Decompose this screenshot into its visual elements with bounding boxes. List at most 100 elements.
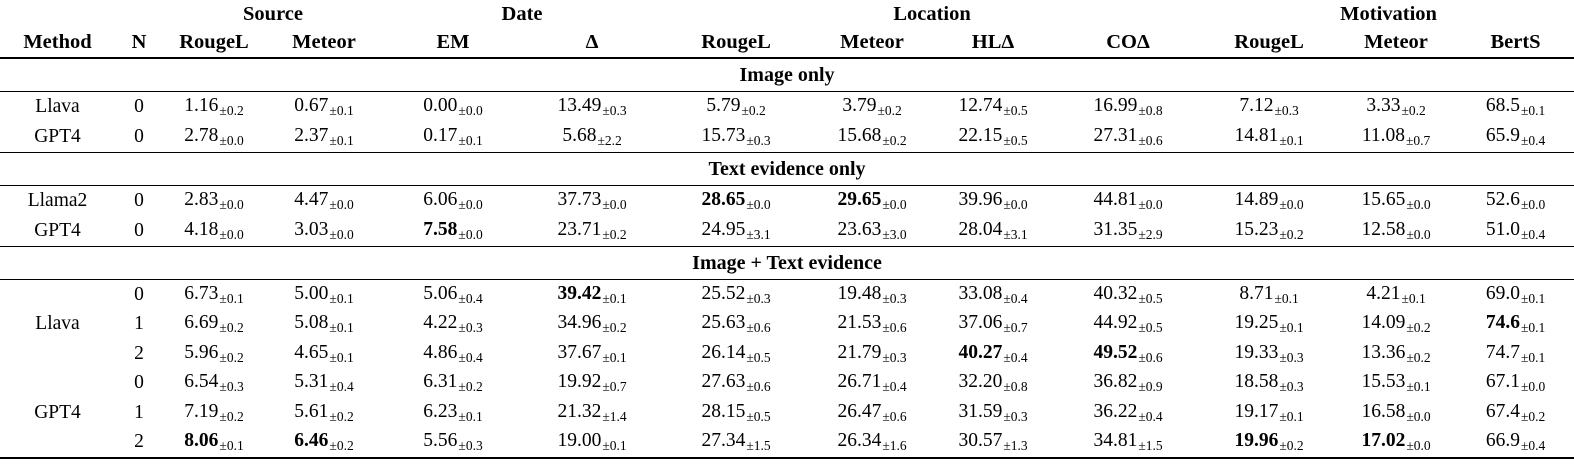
- metric-value: 3.03: [294, 218, 329, 240]
- metric-value: 69.0: [1485, 282, 1520, 304]
- metric-stddev: ±0.4: [1003, 290, 1028, 306]
- metric-cell: 3.79±0.2: [811, 92, 933, 123]
- metric-stddev: ±0.3: [746, 132, 771, 148]
- metric-stddev: ±0.0: [1406, 196, 1431, 212]
- metric-value: 22.15: [958, 124, 1003, 146]
- metric-cell: 15.23±0.2: [1203, 216, 1335, 247]
- metric-stddev: ±3.1: [1003, 226, 1028, 242]
- metric-value: 26.34: [837, 430, 882, 452]
- metric-stddev: ±0.4: [1138, 408, 1163, 424]
- metric-stddev: ±0.4: [1520, 226, 1546, 242]
- metric-cell: 31.59±0.3: [933, 398, 1053, 428]
- metric-value: 6.46: [294, 430, 329, 452]
- metric-stddev: ±0.7: [602, 379, 627, 395]
- metric-stddev: ±0.1: [329, 290, 354, 306]
- section-title-row: Image + Text evidence: [0, 246, 1574, 280]
- metric-value: 27.63: [701, 371, 746, 393]
- metric-cell: 5.79±0.2: [661, 92, 811, 123]
- data-row: Llava 0 6.73±0.1 5.00±0.1 5.06±0.4 39.42±0.1 2…: [0, 280, 1574, 334]
- metric-value: 7.12: [1239, 94, 1274, 116]
- metric-value: 49.52: [1093, 341, 1138, 363]
- metric-value: 74.6: [1485, 312, 1520, 334]
- metric-value: 67.4: [1485, 400, 1520, 422]
- metric-value: 66.9: [1485, 430, 1520, 452]
- column-header-motivation-berts: BertS: [1457, 28, 1574, 59]
- metric-stddev: ±0.2: [219, 102, 244, 118]
- metric-value: 27.31: [1093, 124, 1138, 146]
- metric-stddev: ±0.1: [1279, 408, 1304, 424]
- metric-value: 19.25: [1234, 312, 1279, 334]
- metric-cell: 44.92±0.5: [1053, 310, 1203, 340]
- group-header-location: Location: [893, 3, 971, 26]
- metric-cell: 5.00±0.1: [265, 280, 383, 310]
- metric-stddev: ±0.2: [1406, 349, 1431, 365]
- metric-stddev: ±0.0: [458, 102, 483, 118]
- metric-stddev: ±0.1: [602, 290, 627, 306]
- metric-stddev: ±0.6: [746, 379, 771, 395]
- metric-stddev: ±0.4: [329, 379, 354, 395]
- metric-stddev: ±0.2: [602, 320, 627, 336]
- metric-stddev: ±0.4: [458, 290, 483, 306]
- metric-cell: 15.73±0.3: [661, 122, 811, 153]
- metric-stddev: ±0.0: [1520, 196, 1546, 212]
- metric-cell: 5.08±0.1: [265, 310, 383, 340]
- metric-stddev: ±0.2: [219, 408, 244, 424]
- metric-value: 5.00: [294, 282, 329, 304]
- metric-value: 19.96: [1234, 430, 1279, 452]
- metric-stddev: ±0.5: [1003, 102, 1028, 118]
- metric-value: 16.58: [1361, 400, 1406, 422]
- metric-stddev: ±0.1: [219, 290, 244, 306]
- section-title-row: Text evidence only: [0, 152, 1574, 186]
- metric-stddev: ±0.0: [1138, 196, 1163, 212]
- metric-cell: 51.0±0.4: [1457, 216, 1574, 247]
- n-cell: 1: [134, 313, 144, 335]
- metric-cell: 4.86±0.4: [383, 339, 523, 369]
- metric-stddev: ±0.0: [1279, 196, 1304, 212]
- metric-value: 23.71: [557, 218, 602, 240]
- metric-stddev: ±0.2: [329, 438, 354, 454]
- metric-stddev: ±1.5: [1138, 438, 1163, 454]
- metric-cell: 21.53±0.6: [811, 310, 933, 340]
- metric-stddev: ±0.6: [1138, 132, 1163, 148]
- metric-cell: 12.74±0.5: [933, 92, 1053, 123]
- data-row: 1 7.19±0.2 5.61±0.2 6.23±0.1 21.32±1.4 28.15±…: [0, 398, 1574, 428]
- metric-cell: 13.36±0.2: [1335, 339, 1457, 369]
- metric-value: 26.47: [837, 400, 882, 422]
- metric-stddev: ±0.0: [329, 196, 354, 212]
- metric-cell: 44.81±0.0: [1053, 186, 1203, 217]
- column-header-location-rougel: RougeL: [661, 28, 812, 59]
- metric-value: 3.79: [842, 94, 877, 116]
- metric-value: 13.36: [1361, 341, 1406, 363]
- metric-stddev: ±0.1: [329, 349, 354, 365]
- metric-stddev: ±0.2: [458, 379, 483, 395]
- metric-cell: 0.00±0.0: [383, 92, 523, 123]
- metric-cell: 17.02±0.0: [1335, 428, 1457, 459]
- metric-cell: 65.9±0.4: [1457, 122, 1574, 153]
- column-header-motivation-rougel: RougeL: [1203, 28, 1336, 59]
- metric-cell: 24.95±3.1: [661, 216, 811, 247]
- metric-value: 2.83: [184, 188, 219, 210]
- metric-stddev: ±0.2: [741, 102, 766, 118]
- metric-cell: 27.31±0.6: [1053, 122, 1203, 153]
- metric-value: 14.09: [1361, 312, 1406, 334]
- metric-cell: 2.37±0.1: [265, 122, 383, 153]
- metric-cell: 40.32±0.5: [1053, 280, 1203, 310]
- metric-cell: 26.47±0.6: [811, 398, 933, 428]
- metric-stddev: ±0.1: [219, 438, 244, 454]
- metric-value: 7.19: [184, 400, 219, 422]
- metric-value: 5.79: [706, 94, 741, 116]
- metric-stddev: ±0.2: [882, 132, 907, 148]
- n-cell: 0: [134, 219, 144, 241]
- metric-cell: 14.09±0.2: [1335, 310, 1457, 340]
- metric-cell: 3.03±0.0: [265, 216, 383, 247]
- metric-cell: 6.46±0.2: [265, 428, 383, 459]
- metric-value: 8.06: [184, 430, 219, 452]
- metric-cell: 6.23±0.1: [383, 398, 523, 428]
- metric-stddev: ±3.1: [746, 226, 771, 242]
- metric-stddev: ±0.0: [219, 132, 244, 148]
- metric-value: 4.47: [294, 188, 329, 210]
- metric-value: 21.79: [837, 341, 882, 363]
- metric-stddev: ±0.7: [1405, 132, 1431, 148]
- metric-value: 32.20: [958, 371, 1003, 393]
